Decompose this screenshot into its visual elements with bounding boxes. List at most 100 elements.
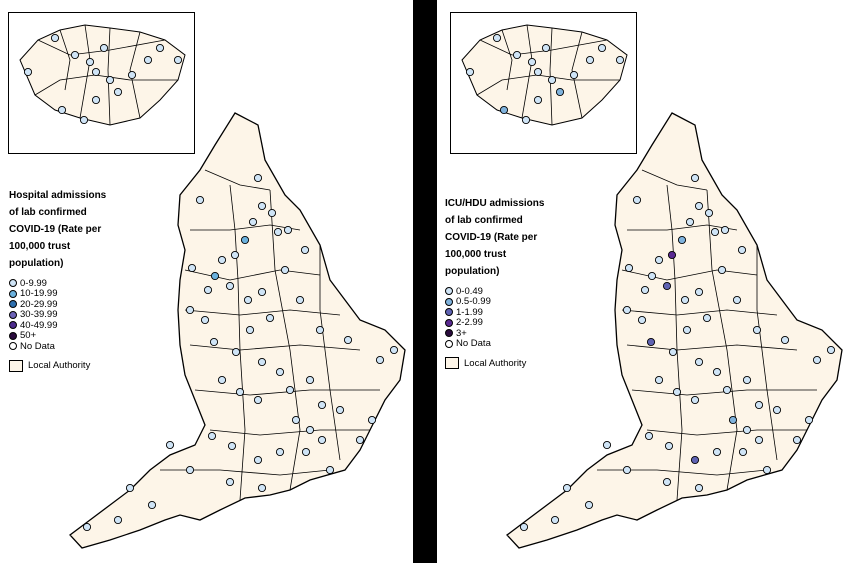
trust-marker xyxy=(728,415,738,425)
england-map-left xyxy=(19,24,406,549)
trust-marker xyxy=(672,387,682,397)
trust-marker xyxy=(694,287,704,297)
london-trust-marker xyxy=(615,55,625,65)
legend-item: 0-9.99 xyxy=(9,278,106,289)
london-trust-marker xyxy=(57,105,67,115)
trust-marker xyxy=(248,217,258,227)
trust-marker xyxy=(325,465,335,475)
london-trust-marker xyxy=(105,75,115,85)
trust-marker xyxy=(662,477,672,487)
england-outline xyxy=(506,112,843,549)
london-trust-marker xyxy=(527,57,537,67)
local-authority-swatch xyxy=(9,359,23,372)
trust-marker xyxy=(217,375,227,385)
trust-marker xyxy=(283,225,293,235)
trust-marker xyxy=(667,250,677,260)
trust-marker xyxy=(602,440,612,450)
london-trust-marker xyxy=(155,43,165,53)
trust-marker xyxy=(654,255,664,265)
trust-marker xyxy=(295,295,305,305)
trust-marker xyxy=(305,425,315,435)
trust-marker xyxy=(207,431,217,441)
trust-marker xyxy=(792,435,802,445)
trust-marker xyxy=(187,263,197,273)
london-trust-marker xyxy=(541,43,551,53)
trust-marker xyxy=(752,325,762,335)
london-trust-marker xyxy=(465,67,475,77)
hospital-admissions-map-panel: Hospital admissions of lab confirmed COV… xyxy=(0,0,413,563)
trust-marker xyxy=(662,281,672,291)
trust-marker xyxy=(704,208,714,218)
trust-marker xyxy=(682,325,692,335)
trust-marker xyxy=(300,245,310,255)
trust-markers-right xyxy=(465,33,836,532)
london-inset-map xyxy=(19,24,186,126)
trust-marker xyxy=(355,435,365,445)
legend-swatch xyxy=(445,297,453,306)
london-inset-map xyxy=(461,24,628,126)
trust-marker xyxy=(291,415,301,425)
trust-marker xyxy=(702,313,712,323)
legend-label: No Data xyxy=(456,338,491,350)
trust-marker xyxy=(762,465,772,475)
trust-marker xyxy=(732,295,742,305)
trust-marker xyxy=(754,400,764,410)
legend-item: 20-29.99 xyxy=(9,299,106,310)
trust-marker xyxy=(375,355,385,365)
trust-marker xyxy=(622,305,632,315)
trust-marker xyxy=(694,201,704,211)
legend-swatch xyxy=(9,300,17,309)
trust-marker xyxy=(632,195,642,205)
legend-label: 0.5-0.99 xyxy=(456,296,491,308)
london-trust-marker xyxy=(533,95,543,105)
legend-swatch xyxy=(9,331,17,340)
trust-marker xyxy=(257,483,267,493)
trust-marker xyxy=(584,500,594,510)
trust-marker xyxy=(712,447,722,457)
trust-marker xyxy=(519,522,529,532)
legend-items: 0-9.99 10-19.99 20-29.99 30-39.99 40-49.99 50… xyxy=(9,278,106,352)
london-trust-marker xyxy=(91,67,101,77)
trust-marker xyxy=(685,217,695,227)
trust-marker xyxy=(317,400,327,410)
trust-marker xyxy=(257,357,267,367)
trust-marker xyxy=(231,347,241,357)
london-trust-marker xyxy=(173,55,183,65)
trust-marker xyxy=(285,385,295,395)
trust-marker xyxy=(253,173,263,183)
trust-marker xyxy=(253,395,263,405)
legend-swatch xyxy=(445,318,453,327)
trust-marker xyxy=(644,431,654,441)
trust-marker xyxy=(720,225,730,235)
trust-marker xyxy=(694,357,704,367)
england-map-right xyxy=(461,24,843,549)
trust-marker xyxy=(267,208,277,218)
legend-swatch xyxy=(9,321,17,330)
trust-marker xyxy=(301,447,311,457)
trust-marker xyxy=(230,250,240,260)
trust-marker xyxy=(225,477,235,487)
icu-admissions-map-panel: ICU/HDU admissions of lab confirmed COVI… xyxy=(437,0,850,563)
trust-marker xyxy=(245,325,255,335)
trust-marker xyxy=(646,337,656,347)
trust-marker xyxy=(722,385,732,395)
london-trust-marker xyxy=(512,50,522,60)
legend-label: No Data xyxy=(20,340,55,352)
trust-marker xyxy=(82,522,92,532)
legend-item: 0.5-0.99 xyxy=(445,296,544,308)
england-outline xyxy=(69,112,406,549)
local-authority-label: Local Authority xyxy=(464,357,527,369)
trust-marker xyxy=(737,245,747,255)
trust-marker xyxy=(668,347,678,357)
london-trust-marker xyxy=(91,95,101,105)
legend-label: 2-2.99 xyxy=(456,317,483,329)
legend-label: 0-0.49 xyxy=(456,285,483,297)
legend-item: 1-1.99 xyxy=(445,307,544,318)
trust-marker xyxy=(165,440,175,450)
trust-marker xyxy=(217,255,227,265)
trust-marker xyxy=(240,235,250,245)
trust-marker xyxy=(812,355,822,365)
trust-marker xyxy=(185,305,195,315)
trust-marker xyxy=(690,173,700,183)
trust-marker xyxy=(780,335,790,345)
